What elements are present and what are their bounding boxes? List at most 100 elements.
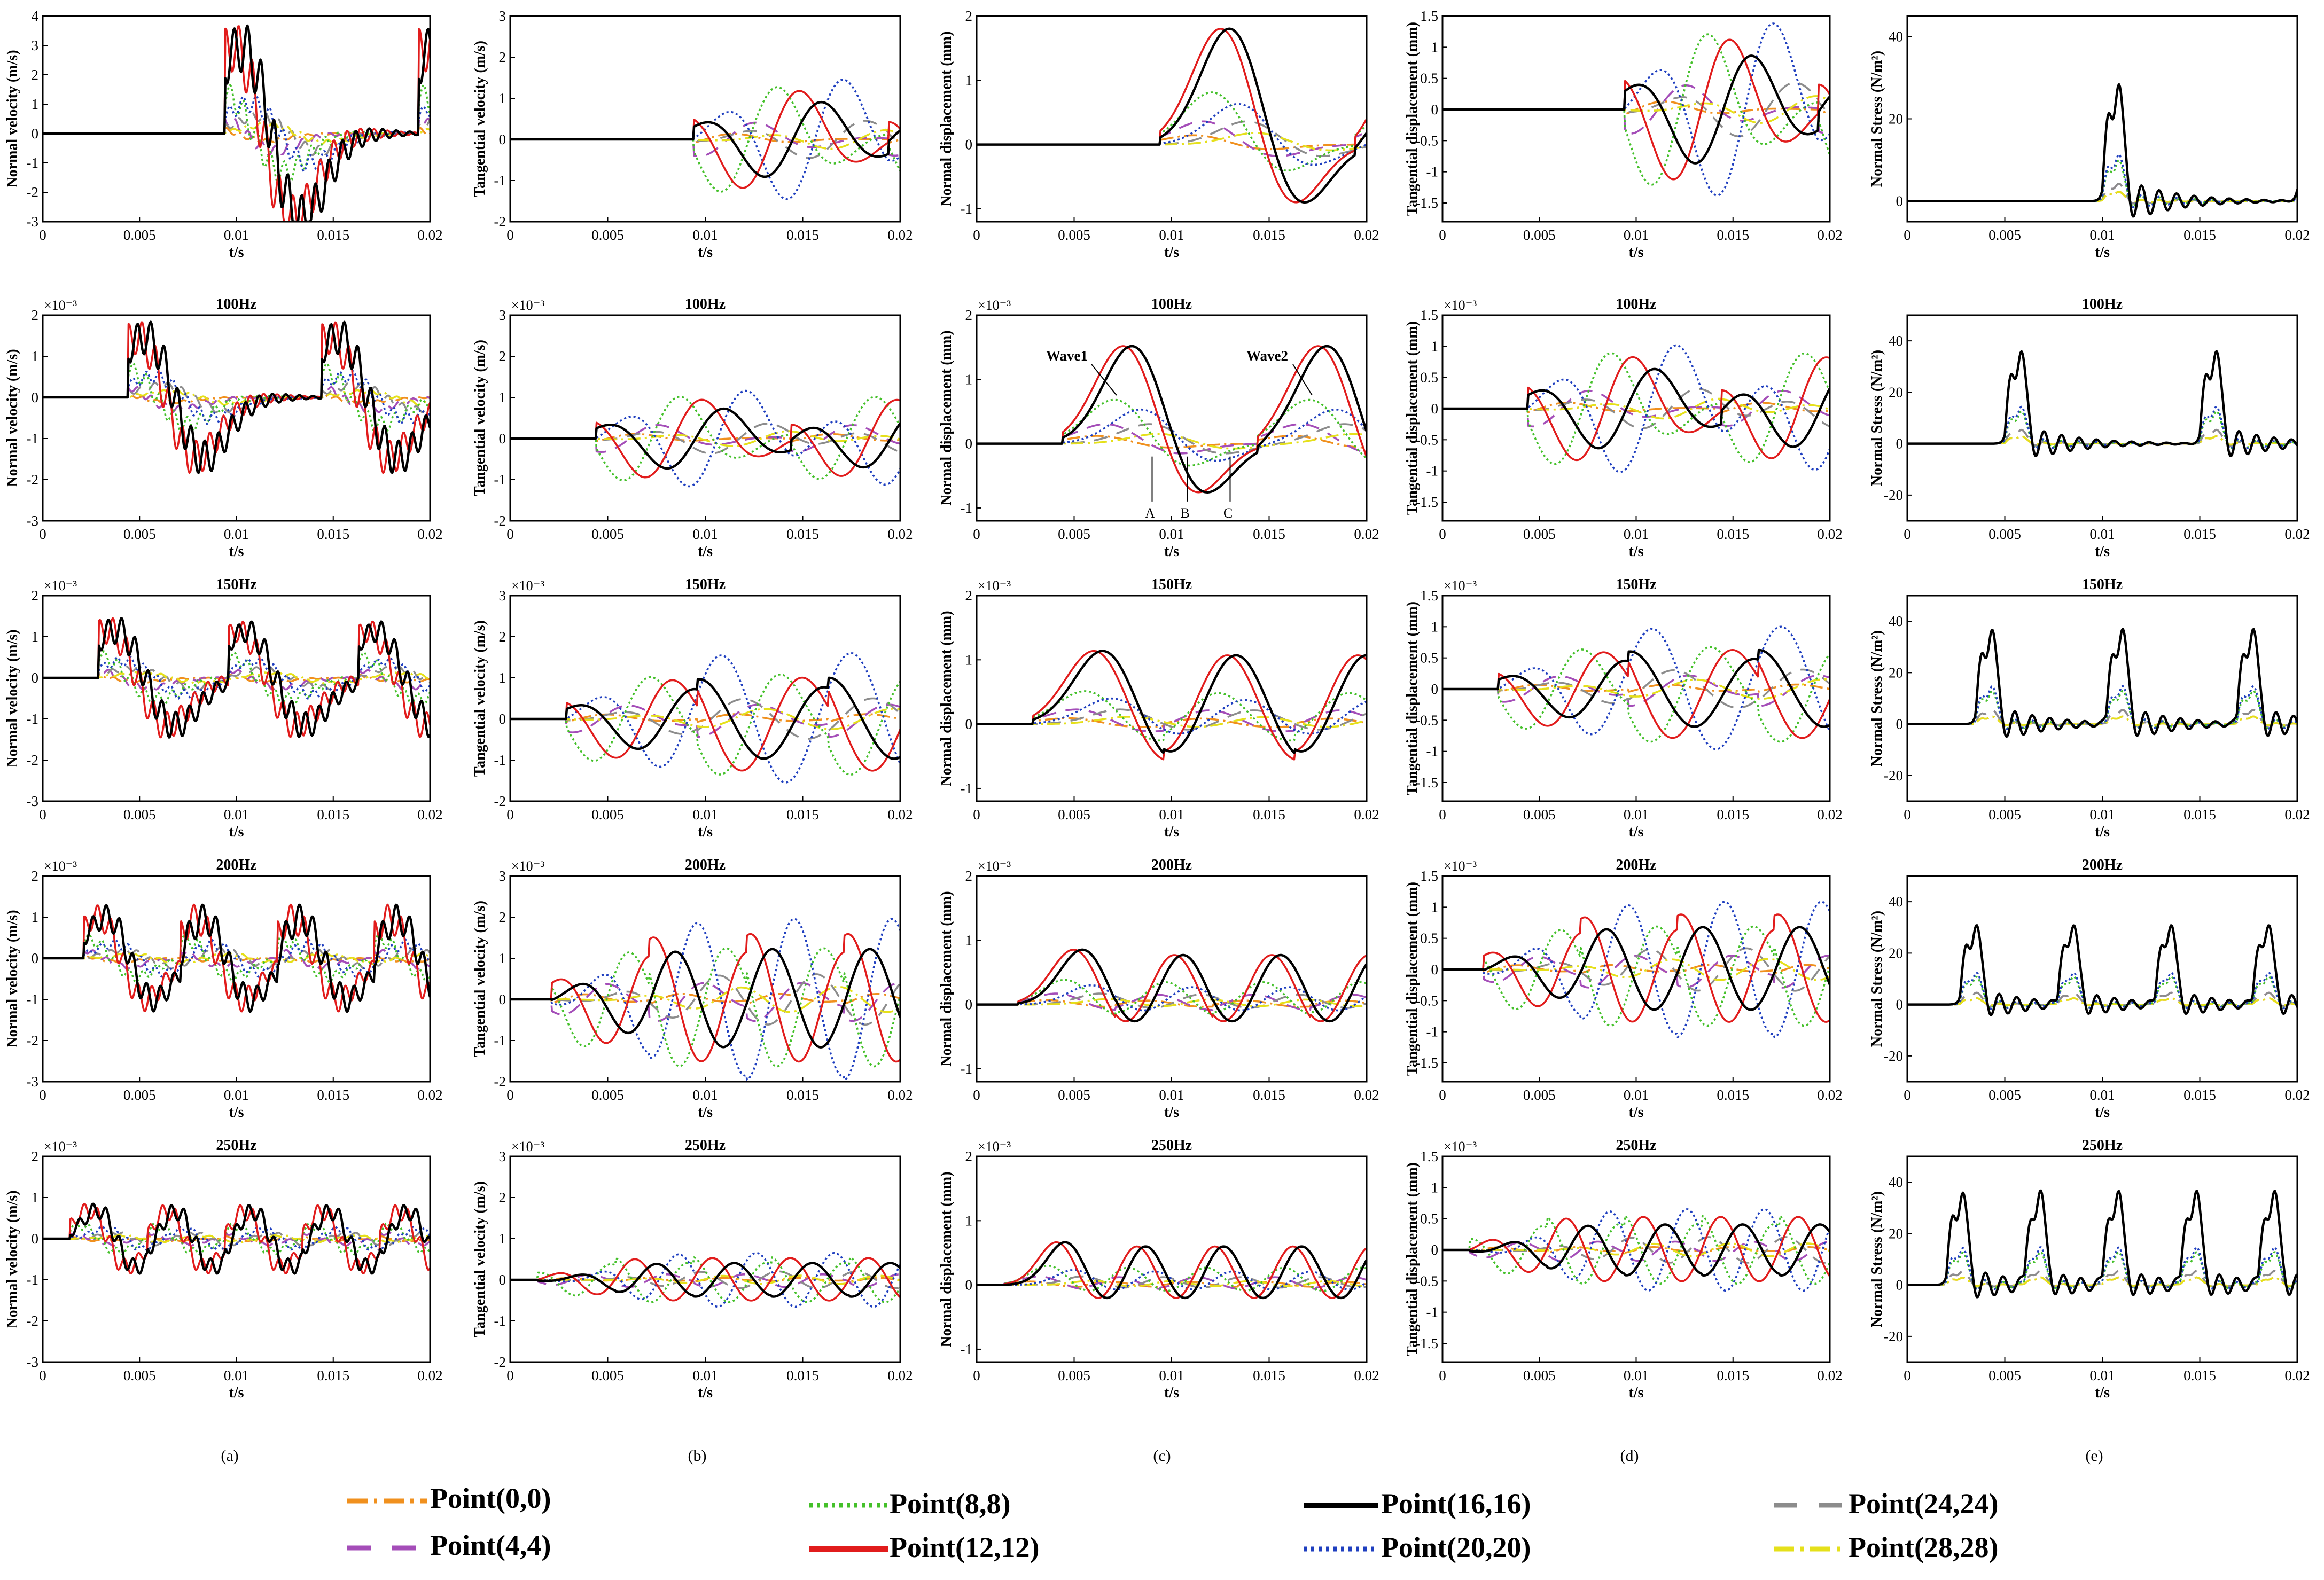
y-axis-label: Normal velocity (m/s) xyxy=(4,1190,21,1328)
y-tick-label: 1.5 xyxy=(1420,868,1438,884)
x-tick-label: 0.02 xyxy=(1817,1367,1842,1383)
y-tick-label: -2 xyxy=(27,184,39,200)
y-axis-label: Tangential velocity (m/s) xyxy=(472,620,488,777)
panel-d-row-3: 0 0.005 0.01 0.015 0.02 t/s -1.5 -1 -0.5 0 0.5 1 1.5… xyxy=(1404,857,1843,1121)
annotation-a: A xyxy=(1145,505,1155,521)
x-tick-label: 0.015 xyxy=(2183,227,2216,243)
x-tick-label: 0.015 xyxy=(317,227,349,243)
y-tick-label: -1 xyxy=(961,201,973,217)
legend-label-point-8-8: Point(8,8) xyxy=(890,1488,1010,1520)
y-tick-label: 1 xyxy=(499,90,506,106)
x-tick-label: 0 xyxy=(506,1087,514,1103)
y-tick-label: -1 xyxy=(1426,1024,1439,1040)
y-tick-label: 1 xyxy=(965,1213,973,1229)
series-line-16-16 xyxy=(1907,628,2297,738)
x-tick-label: 0.01 xyxy=(224,1087,249,1103)
x-tick-label: 0.01 xyxy=(2089,1367,2115,1383)
x-tick-label: 0 xyxy=(973,526,980,542)
series-line-16-16 xyxy=(510,1262,900,1298)
y-exponent-label: ×10⁻³ xyxy=(978,858,1011,874)
x-tick-label: 0.015 xyxy=(786,526,819,542)
x-tick-label: 0 xyxy=(39,1087,46,1103)
y-tick-label: -20 xyxy=(1884,487,1903,503)
x-tick-label: 0.005 xyxy=(1988,227,2021,243)
panel-title: 150Hz xyxy=(1151,576,1192,593)
y-tick-label: 3 xyxy=(499,1148,506,1164)
y-tick-label: 1 xyxy=(1431,899,1439,915)
x-tick-label: 0.015 xyxy=(317,1367,349,1383)
x-tick-label: 0 xyxy=(39,1367,46,1383)
y-axis-label: Tangential velocity (m/s) xyxy=(472,41,488,197)
y-tick-label: 1 xyxy=(965,652,973,668)
y-exponent-label: ×10⁻³ xyxy=(978,1139,1011,1154)
y-tick-label: -2 xyxy=(27,1313,39,1329)
series-group xyxy=(43,1202,430,1275)
legend-label-point-24-24: Point(24,24) xyxy=(1849,1488,1998,1520)
y-tick-label: 2 xyxy=(32,588,39,604)
x-tick-label: 0 xyxy=(506,227,514,243)
x-tick-label: 0.02 xyxy=(887,1367,913,1383)
series-line-24-24 xyxy=(510,697,900,740)
y-tick-label: -1.5 xyxy=(1415,775,1438,791)
x-tick-label: 0.02 xyxy=(417,526,442,542)
series-line-8-8 xyxy=(43,650,430,706)
y-tick-label: 0.5 xyxy=(1420,650,1438,666)
y-tick-label: -1 xyxy=(494,173,506,189)
x-tick-label: 0.02 xyxy=(887,526,913,542)
y-tick-label: 20 xyxy=(1889,664,1903,681)
x-axis-label: t/s xyxy=(229,824,244,840)
y-tick-label: -1.5 xyxy=(1415,494,1438,510)
y-tick-label: -1 xyxy=(961,500,973,516)
series-line-16-16 xyxy=(1442,648,1830,728)
series-line-0-0 xyxy=(510,713,900,723)
y-axis-label: Normal velocity (m/s) xyxy=(4,910,21,1047)
y-tick-label: 2 xyxy=(32,307,39,323)
x-tick-label: 0.01 xyxy=(2089,1087,2115,1103)
y-exponent-label: ×10⁻³ xyxy=(44,298,77,313)
panel-title: 200Hz xyxy=(216,857,256,873)
x-tick-label: 0.005 xyxy=(123,1087,156,1103)
y-tick-label: 0 xyxy=(965,1277,973,1293)
y-tick-label: 2 xyxy=(965,588,973,604)
series-line-4-4 xyxy=(977,1275,1367,1290)
y-tick-label: -2 xyxy=(27,752,39,768)
y-axis-label: Normal Stress (N/m²) xyxy=(1869,911,1885,1047)
series-line-16-16 xyxy=(1442,926,1830,1011)
panel-b-row-4: 0 0.005 0.01 0.015 0.02 t/s -2 -1 0 1 2 3 Tangential… xyxy=(472,1137,913,1401)
panel-a-row-4: 0 0.005 0.01 0.015 0.02 t/s -3 -2 -1 0 1 2 Normal ve… xyxy=(4,1137,443,1401)
series-line-20-20 xyxy=(510,652,900,784)
y-exponent-label: ×10⁻³ xyxy=(1444,858,1477,874)
y-axis-label: Normal Stress (N/m²) xyxy=(1869,1191,1885,1327)
x-axis-label: t/s xyxy=(698,1385,713,1401)
plot-frame xyxy=(509,595,901,802)
series-line-4-4 xyxy=(43,949,430,970)
y-axis-label: Tangential displacement (mm) xyxy=(1404,22,1421,216)
x-tick-label: 0.005 xyxy=(591,1087,624,1103)
y-tick-label: 1.5 xyxy=(1420,307,1438,323)
x-tick-label: 0.01 xyxy=(1624,1367,1649,1383)
x-tick-label: 0.015 xyxy=(786,807,819,823)
y-tick-label: 1 xyxy=(499,389,506,405)
x-tick-label: 0.005 xyxy=(1523,227,1556,243)
series-line-8-8 xyxy=(510,395,900,482)
x-tick-label: 0.005 xyxy=(1058,526,1090,542)
series-line-16-16 xyxy=(43,320,430,474)
y-tick-label: -3 xyxy=(27,1354,39,1370)
series-line-16-16 xyxy=(977,948,1367,1023)
series-group xyxy=(1442,625,1830,750)
series-line-0-0 xyxy=(510,993,900,1005)
x-tick-label: 0.005 xyxy=(591,1367,624,1383)
x-tick-label: 0.005 xyxy=(1058,227,1090,243)
panel-title: 200Hz xyxy=(685,857,726,873)
series-line-8-8 xyxy=(977,690,1367,742)
series-group xyxy=(1442,344,1830,473)
legend-item-point-20-20: Point(20,20) xyxy=(1304,1531,1531,1563)
column-label-a: (a) xyxy=(221,1447,238,1465)
y-tick-label: -1 xyxy=(27,155,39,171)
panel-title: 250Hz xyxy=(1151,1137,1192,1154)
series-line-28-28 xyxy=(977,132,1367,152)
series-line-4-4 xyxy=(510,703,900,738)
y-tick-label: 2 xyxy=(965,868,973,884)
